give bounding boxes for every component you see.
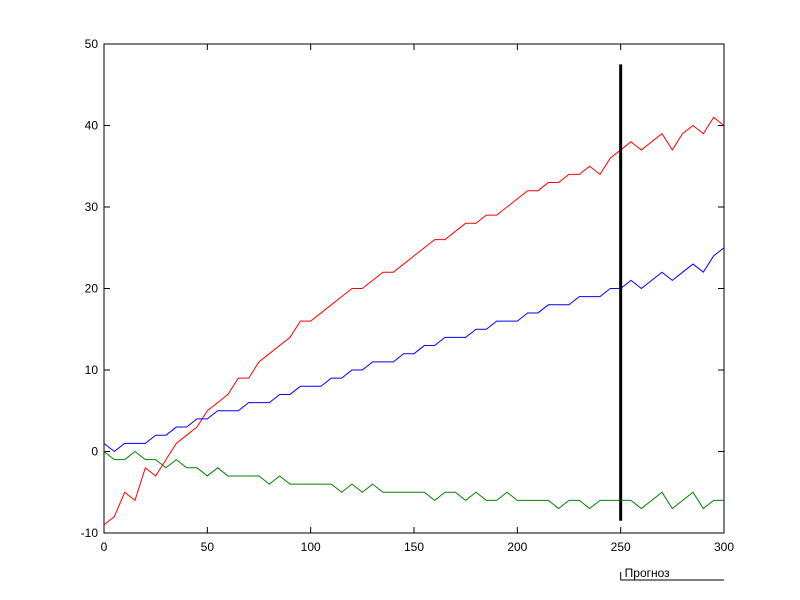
- x-tick-label: 0: [101, 540, 108, 554]
- x-tick-label: 100: [301, 540, 321, 554]
- y-tick-label: 50: [85, 37, 99, 51]
- y-tick-label: -10: [81, 526, 99, 540]
- x-tick-label: 250: [611, 540, 631, 554]
- annotation-text: Прогноз: [625, 566, 671, 580]
- y-tick-label: 0: [91, 445, 98, 459]
- x-tick-label: 300: [714, 540, 734, 554]
- y-tick-label: 30: [85, 200, 99, 214]
- x-tick-label: 150: [404, 540, 424, 554]
- y-tick-label: 20: [85, 282, 99, 296]
- plot-area: [103, 43, 725, 534]
- y-tick-label: 40: [85, 119, 99, 133]
- x-tick-label: 50: [201, 540, 215, 554]
- y-tick-label: 10: [85, 363, 99, 377]
- x-tick-label: 200: [507, 540, 527, 554]
